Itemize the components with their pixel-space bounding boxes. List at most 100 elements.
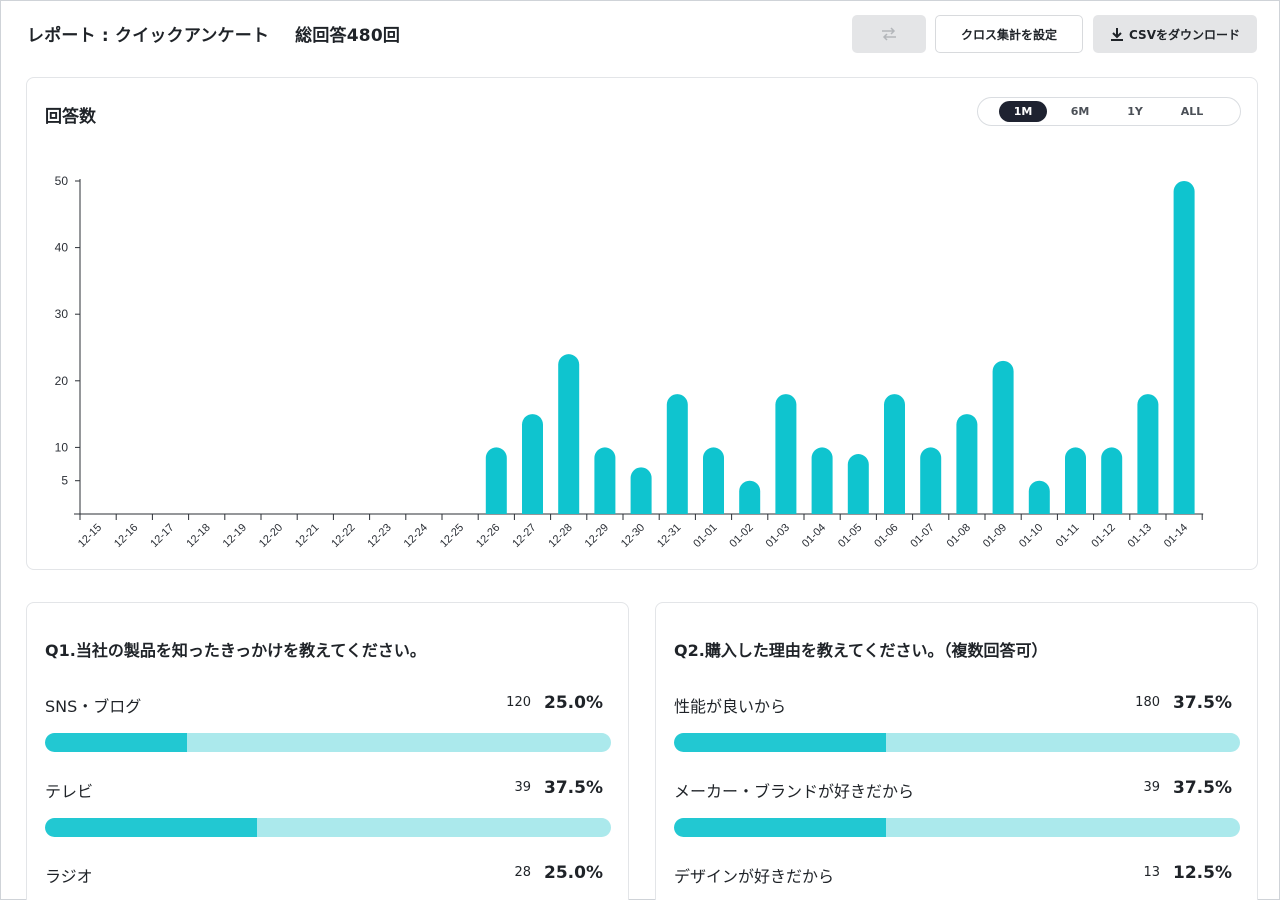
x-tick-label: 01-10 [1017,522,1045,550]
option-percent: 25.0% [544,863,603,883]
chart-bar [920,447,942,514]
x-tick-label: 01-04 [800,522,828,550]
x-tick-label: 01-01 [691,522,719,550]
x-tick-label: 01-02 [727,522,755,550]
chart-bar [1101,447,1123,514]
range-6m[interactable]: 6M [1070,105,1090,118]
option-label: メーカー・ブランドが好きだから [674,782,915,801]
y-tick-label: 10 [55,440,69,454]
chart-bar [956,414,978,514]
answer-option: 性能が良いから 180 37.5% [674,693,1240,753]
chart-bar [1173,181,1195,514]
x-tick-label: 01-07 [908,522,936,550]
chart-bar [884,394,905,514]
chart-bar [594,447,616,514]
answer-option: メーカー・ブランドが好きだから 39 37.5% [674,778,1240,838]
question-title: Q1.当社の製品を知ったきっかけを教えてください。 [45,641,426,660]
cross-tab-button[interactable]: クロス集計を設定 [935,15,1083,53]
x-tick-label: 01-09 [981,522,1009,550]
x-tick-label: 01-08 [945,522,973,550]
option-progress-bar [674,818,1240,837]
option-count: 120 [506,695,531,710]
x-tick-label: 01-14 [1162,522,1190,550]
x-tick-label: 12-23 [365,522,393,550]
page-header: レポート : クイックアンケート 総回答480回 クロス集計を設定 CSVをダウン… [1,1,1279,65]
option-count: 39 [1143,780,1160,795]
option-label: ラジオ [45,867,93,886]
x-tick-label: 12-25 [438,522,466,550]
option-count: 28 [514,865,531,880]
x-tick-label: 12-26 [474,522,502,550]
total-responses: 総回答480回 [295,26,401,46]
question-title: Q2.購入した理由を教えてください。（複数回答可） [674,641,1048,660]
option-progress-fill [45,818,258,837]
answer-option: SNS・ブログ 120 25.0% [45,693,611,753]
x-tick-label: 12-31 [655,522,683,550]
chart-bar [522,414,543,514]
swap-button[interactable] [852,15,926,53]
option-label: デザインが好きだから [674,867,835,886]
y-tick-label: 20 [55,374,69,388]
option-percent: 37.5% [1173,693,1232,713]
chart-bar [739,480,761,514]
option-percent: 37.5% [1173,778,1232,798]
option-percent: 12.5% [1173,863,1232,883]
x-tick-label: 12-16 [112,522,140,550]
range-all[interactable]: ALL [1180,105,1204,118]
report-title: レポート : クイックアンケート [27,26,270,46]
option-label: テレビ [45,782,94,801]
responses-chart-card: 回答数 1M 6M 1Y ALL 5 10 20 30 40 50 12-15 12-16 12… [26,77,1258,570]
chart-bar [630,467,652,514]
option-label: SNS・ブログ [45,697,142,716]
answer-option: テレビ 39 37.5% [45,778,611,838]
x-tick-label: 01-11 [1054,522,1082,550]
x-tick-label: 12-30 [619,522,647,550]
x-tick-label: 01-13 [1126,522,1154,550]
chart-bar [485,447,507,514]
chart-title: 回答数 [45,107,96,127]
x-tick-label: 12-15 [76,522,104,550]
option-label: 性能が良いから [674,697,787,716]
x-tick-label: 12-24 [402,522,430,550]
option-progress-bar [45,733,611,752]
answer-option: ラジオ 28 25.0% [45,863,611,900]
option-percent: 37.5% [544,778,603,798]
chart-bar [666,394,688,514]
x-tick-label: 12-19 [221,522,249,550]
option-progress-fill [674,818,887,837]
chart-bar [811,447,833,514]
x-tick-label: 12-21 [293,522,321,550]
chart-bar [775,394,797,514]
chart-bar [1137,394,1159,514]
x-tick-label: 12-27 [510,522,538,550]
x-tick-label: 12-17 [148,522,176,550]
x-tick-label: 01-06 [872,522,900,550]
x-tick-label: 12-20 [257,522,285,550]
range-1m[interactable]: 1M [999,101,1047,122]
chart-bar [847,454,869,514]
range-selector: 1M 6M 1Y ALL [977,97,1241,126]
option-percent: 25.0% [544,693,603,713]
x-tick-label: 12-29 [583,522,611,550]
y-tick-label: 40 [55,241,69,255]
download-icon [1111,27,1124,41]
chart-bar [703,447,724,514]
csv-download-label: CSVをダウンロード [1129,27,1240,42]
y-tick-label: 5 [61,474,68,488]
option-progress-bar [674,733,1240,752]
x-tick-label: 01-12 [1089,522,1117,550]
x-tick-label: 12-22 [329,522,357,550]
question-card-q1: Q1.当社の製品を知ったきっかけを教えてください。 SNS・ブログ 120 25… [26,602,629,900]
option-progress-fill [674,733,887,752]
csv-download-button[interactable]: CSVをダウンロード [1093,15,1257,53]
chart-bar [992,360,1014,514]
swap-arrows-icon [882,27,896,41]
x-tick-label: 01-03 [764,522,792,550]
range-1y[interactable]: 1Y [1127,105,1143,118]
option-count: 39 [514,780,531,795]
chart-bar [1065,447,1086,514]
chart-bar [558,354,580,514]
x-tick-label: 01-05 [836,522,864,550]
x-tick-label: 12-28 [546,522,574,550]
